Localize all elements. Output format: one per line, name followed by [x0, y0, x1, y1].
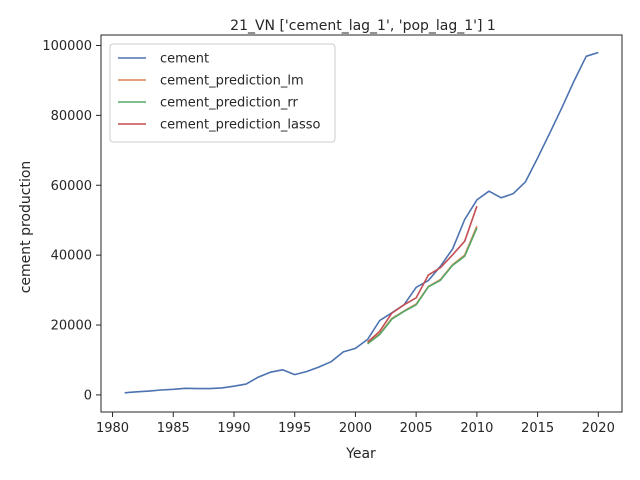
legend-entry-cement-prediction-lm: cement_prediction_lm [160, 74, 304, 89]
x-tick-label: 2005 [400, 421, 433, 436]
legend: cement cement_prediction_lm cement_predict… [109, 43, 336, 143]
legend-entry-cement: cement [160, 52, 209, 67]
x-tick-label: 1980 [96, 421, 129, 436]
y-tick-label: 20000 [51, 319, 92, 334]
x-tick-label: 2015 [521, 421, 554, 436]
x-tick-label: 1985 [157, 421, 190, 436]
y-tick-label: 60000 [51, 179, 92, 194]
series-line-cement [124, 51, 599, 394]
x-tick-label: 2000 [339, 421, 372, 436]
legend-box [109, 43, 336, 143]
legend-entry-cement-prediction-lasso: cement_prediction_lasso [160, 118, 320, 133]
series-line-cement-prediction-rr [367, 227, 478, 345]
plot-lines [124, 51, 599, 394]
x-axis-label: Year [345, 446, 376, 462]
y-tick-label: 80000 [51, 109, 92, 124]
series-line-cement-prediction-lasso [367, 205, 478, 343]
y-axis-label: cement production [18, 161, 34, 294]
x-tick-label: 2010 [460, 421, 493, 436]
y-tick-label: 40000 [51, 249, 92, 264]
plot-frame [100, 34, 623, 413]
x-tick-label: 2020 [582, 421, 615, 436]
y-tick-label: 0 [84, 388, 92, 403]
legend-entry-cement-prediction-rr: cement_prediction_rr [160, 96, 298, 111]
x-tick-label: 1990 [217, 421, 250, 436]
chart-title: 21_VN ['cement_lag_1', 'pop_lag_1'] 1 [230, 18, 496, 34]
x-axis-ticks: 1980 1985 1990 1995 2000 2005 2010 2015 2020 [96, 412, 615, 436]
y-tick-label: 100000 [42, 39, 92, 54]
y-axis-ticks: 0 20000 40000 60000 80000 100000 [42, 39, 101, 403]
x-tick-label: 1995 [278, 421, 311, 436]
